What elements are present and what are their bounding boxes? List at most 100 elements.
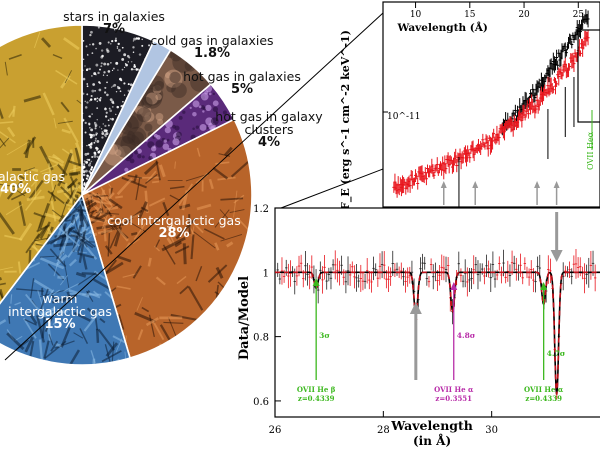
filament [0,126,16,144]
filament [93,278,112,291]
star-dot [120,79,123,82]
star-dot [117,86,120,90]
nebula-blob [144,112,155,122]
filament [136,297,143,311]
nebula-blob [163,139,167,143]
arrow-1 [409,302,422,380]
filament [101,350,122,363]
filament [51,177,66,185]
slice-border [0,24,83,305]
nebula-blob [156,118,164,125]
filament [60,101,70,113]
filament [39,145,54,171]
hot-pct: 40% [0,182,32,198]
filament [63,202,73,208]
filament [69,175,77,189]
star-dot [98,82,101,85]
filament [8,109,15,118]
filament [39,221,51,240]
nebula-blob [156,135,161,140]
filament [92,195,99,199]
star-dot [137,68,140,71]
star-dot [122,100,124,103]
nebula-blob [212,100,219,107]
filament [225,241,234,248]
nebula-blob [208,92,212,96]
filament [0,179,4,185]
nebula-blob [229,116,233,120]
filament [53,118,57,129]
nebula-blob [141,87,163,109]
star-dot [84,152,88,156]
nebula-blob [164,127,171,134]
nebula-blob [192,100,200,108]
gray-arrowhead [472,181,479,188]
filament [0,121,14,125]
filament [56,163,68,176]
star-dot [91,113,93,115]
filament [133,174,138,183]
filament [74,218,82,242]
star-dot [114,39,117,42]
cold-pct: 1.8% [193,46,231,62]
zoom-connector-2 [280,168,384,209]
filament [41,37,52,48]
star-dot [96,100,99,103]
filament [97,328,115,351]
star-dot [90,94,93,98]
filament [72,196,82,206]
zoom-box [577,29,600,123]
filament [107,233,111,257]
star-dot [117,69,119,71]
filament [0,137,10,159]
filament [50,340,59,352]
star-dot [127,83,130,86]
filament [219,209,234,225]
filament [17,174,26,180]
filament [86,307,94,315]
warm-name-2: intergalactic gas [8,304,112,320]
star-dot [123,53,127,57]
top-annotation: OVII Heα [586,131,595,170]
star-dot [117,48,121,52]
nebula-blob [199,124,207,131]
star-dot [109,117,112,120]
star-dot [85,45,88,48]
filament [148,314,155,337]
star-dot [121,57,125,61]
filament [74,147,82,166]
filament [24,139,31,159]
arrow-sigma: 4.7σ [547,349,566,358]
nebula-blob [127,126,147,146]
star-dot [89,33,92,37]
filament [37,290,45,311]
slice-fill [82,84,235,195]
bottom-xlabel-2: (in Å) [413,433,451,448]
star-dot [115,37,117,40]
filament [132,265,142,279]
star-dot [101,136,104,139]
filament [0,103,4,120]
filament [68,349,81,365]
nebula-blob [205,104,212,112]
filament [115,195,123,199]
star-dot [88,143,91,147]
nebula-blob [152,84,162,94]
filament [90,195,93,207]
star-dot [95,63,99,67]
nebula-blob [137,154,142,159]
star-dot [102,74,105,76]
cool-pct: 28% [158,226,190,242]
star-dot [89,98,93,101]
star-dot [105,111,108,114]
filament [159,324,171,341]
arrow-2: 4.8σ OVII He αz=0.3551 [434,282,476,403]
filament [77,207,85,228]
filament [176,275,187,285]
filament [5,204,23,216]
gray-arrowhead [550,250,563,262]
star-dot [98,88,102,92]
filament [61,201,68,217]
filament [79,328,89,344]
star-dot [86,53,89,56]
